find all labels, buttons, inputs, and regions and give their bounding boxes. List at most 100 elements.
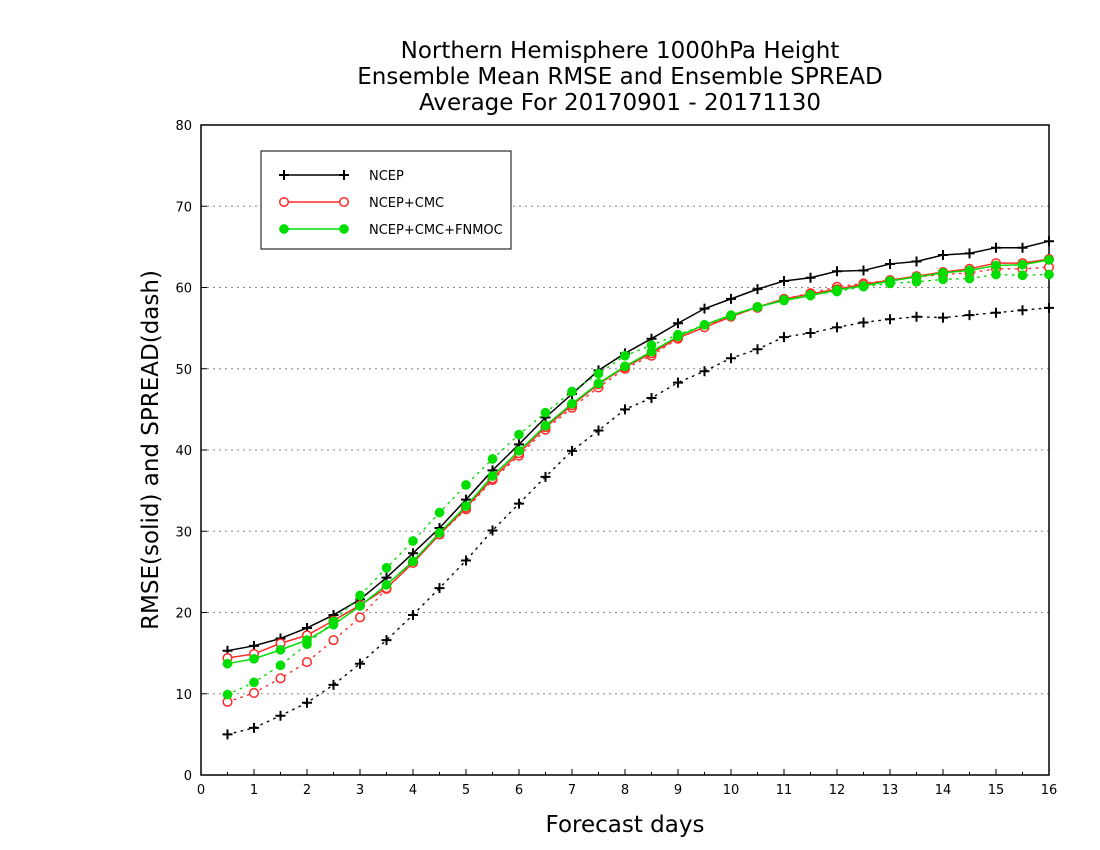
spread-point [434,507,445,518]
spread-point [699,366,710,377]
rmse-point [832,266,842,277]
series-ncep-cmc-fnmoc [222,255,1054,700]
spread-point [858,317,869,328]
spread-point [991,307,1001,318]
rmse-point [911,272,922,282]
grid-lines [201,205,1049,695]
title-line-1: Northern Hemisphere 1000hPa Height [401,38,840,64]
spread-point [302,697,312,708]
spread-point [381,635,392,646]
legend: NCEP NCEP+CMC NCEP+CMC+FNMOC [260,150,512,250]
spread-point [1017,270,1028,281]
rmse-point [514,445,524,456]
spread-point [885,314,895,325]
spread-point [514,429,524,440]
rmse-point [752,302,763,312]
spread-point [381,562,392,573]
legend-marker [339,170,349,180]
spread-point [991,269,1001,280]
rmse-point [355,601,365,611]
rmse-point [832,285,842,295]
rmse-line-ncep-cmc [227,258,1050,659]
rmse-point [249,653,259,664]
rmse-point [222,658,233,669]
rmse-point [964,265,975,276]
rmse-point [779,276,789,286]
rmse-point [1017,259,1028,270]
spread-point [355,658,365,669]
y-tick-label: 50 [175,363,192,378]
rmse-point [885,276,895,286]
x-tick-label: 13 [882,783,899,798]
rmse-point [673,318,683,329]
spread-point [646,393,657,403]
rmse-point [434,528,445,538]
spread-point [1044,302,1054,313]
x-tick-label: 14 [935,783,952,798]
spread-point [567,386,577,397]
rmse-point [1017,242,1028,253]
spread-point [593,368,604,379]
y-tick-label: 10 [175,688,192,703]
y-tick-label: 20 [175,607,192,622]
series-ncep [222,236,1054,740]
rmse-point [752,284,763,295]
y-tick-label: 0 [184,769,192,784]
spread-point [408,536,418,546]
x-tick-label: 6 [515,783,523,798]
legend-item-ncep-cmc-fnmoc: NCEP+CMC+FNMOC [279,223,503,238]
legend-marker [278,196,290,208]
spread-point [911,311,922,322]
spread-point [540,471,551,482]
rmse-line-ncep-cmc-fnmoc [227,259,1050,665]
y-tick-label: 40 [175,444,192,459]
spread-line-ncep-cmc-fnmoc [226,273,1050,696]
spread-line-ncep [226,307,1050,736]
rmse-point [646,346,657,357]
x-tick-label: 7 [568,783,576,798]
rmse-point [302,635,312,645]
x-tick-label: 8 [621,783,629,798]
spread-point [752,344,763,355]
legend-box [260,150,512,250]
spread-point [805,328,816,338]
rmse-point [726,310,736,320]
spread-point [328,635,339,646]
rmse-point [911,256,922,267]
spread-point [620,404,630,415]
rmse-point [1044,236,1054,247]
x-tick-label: 11 [776,783,793,798]
x-tick-label: 5 [462,783,470,798]
x-tick-label: 2 [303,783,311,798]
spread-point [222,689,233,700]
spread-point [408,609,418,620]
spread-point [461,555,471,566]
spread-point [275,660,286,671]
rmse-point [805,290,816,301]
legend-marker [338,196,350,208]
spread-point [832,322,842,333]
spread-point [673,377,683,388]
spread-point [328,679,339,690]
rmse-point [328,619,339,630]
spread-point [964,310,975,321]
spread-point [354,612,366,623]
x-tick-label: 15 [988,783,1005,798]
spread-point [540,407,551,418]
legend-label: NCEP [369,169,404,184]
x-tick-label: 4 [409,783,417,798]
y-axis-label: RMSE(solid) and SPREAD(dash) [138,270,164,630]
spread-point [779,332,789,343]
rmse-point [461,501,471,511]
rmse-point [567,398,577,409]
rmse-point [408,556,418,567]
spread-point [275,710,286,721]
x-tick-label: 9 [674,783,682,798]
y-tick-label: 30 [175,525,192,540]
spread-point [514,498,524,509]
spread-point [964,273,975,284]
y-tick-label: 70 [175,200,192,215]
rmse-point [858,281,869,291]
spread-point [593,425,604,436]
